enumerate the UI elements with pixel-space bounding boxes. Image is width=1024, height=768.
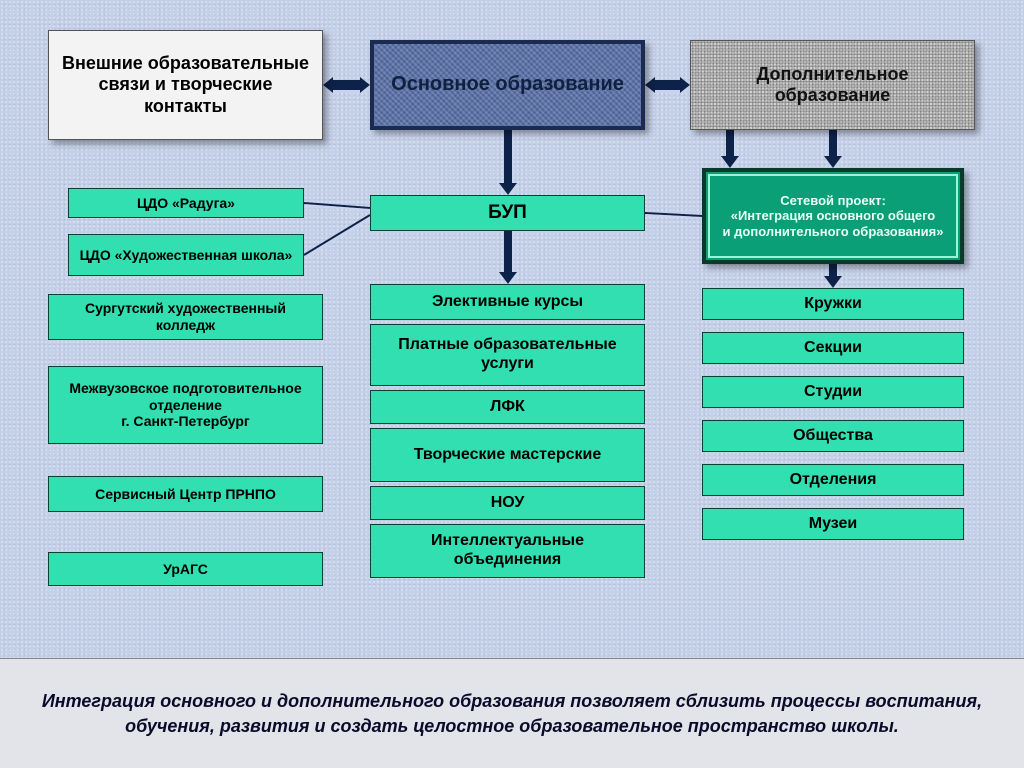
left-item-label-3: Межвузовское подготовительное отделение … [55,380,316,430]
left-item-label-0: ЦДО «Радуга» [137,195,235,212]
project-box: Сетевой проект: «Интеграция основного об… [702,168,964,264]
project-line3: и дополнительного образования» [723,224,944,239]
right-item-label-0: Кружки [804,295,862,314]
center-item-label-3: Творческие мастерские [414,446,602,465]
center-item-label-0: Элективные курсы [432,293,583,312]
left-item-2: Сургутский художественный колледж [48,294,323,340]
left-item-label-1: ЦДО «Художественная школа» [80,247,293,264]
bup-label: БУП [488,202,527,224]
top-box-external: Внешние образовательные связи и творческ… [48,30,323,140]
right-item-4: Отделения [702,464,964,496]
left-item-0: ЦДО «Радуга» [68,188,304,218]
footer-summary: Интеграция основного и дополнительного о… [0,658,1024,768]
right-item-label-2: Студии [804,383,862,402]
left-item-3: Межвузовское подготовительное отделение … [48,366,323,444]
center-item-label-1: Платные образовательные услуги [377,336,638,374]
project-line2: «Интеграция основного общего [723,208,944,223]
top-box-external-label: Внешние образовательные связи и творческ… [57,53,314,117]
top-box-main: Основное образование [370,40,645,130]
right-item-label-4: Отделения [790,471,877,490]
left-item-label-5: УрАГС [163,561,208,578]
right-item-3: Общества [702,420,964,452]
right-item-label-5: Музеи [809,515,858,534]
center-item-5: Интеллектуальные объединения [370,524,645,578]
left-item-4: Сервисный Центр ПРНПО [48,476,323,512]
left-item-label-2: Сургутский художественный колледж [55,300,316,333]
center-item-label-2: ЛФК [490,398,525,417]
center-item-4: НОУ [370,486,645,520]
center-item-0: Элективные курсы [370,284,645,320]
top-box-main-label: Основное образование [391,73,624,97]
project-line1: Сетевой проект: [723,193,944,208]
center-item-label-5: Интеллектуальные объединения [377,532,638,570]
bup-box: БУП [370,195,645,231]
left-item-1: ЦДО «Художественная школа» [68,234,304,276]
right-item-0: Кружки [702,288,964,320]
right-item-label-3: Общества [793,427,873,446]
right-item-label-1: Секции [804,339,862,358]
top-box-additional: Дополнительное образование [690,40,975,130]
right-item-1: Секции [702,332,964,364]
footer-text: Интеграция основного и дополнительного о… [30,689,994,738]
right-item-5: Музеи [702,508,964,540]
top-box-additional-label: Дополнительное образование [699,64,966,106]
center-item-label-4: НОУ [491,494,525,513]
left-item-5: УрАГС [48,552,323,586]
left-item-label-4: Сервисный Центр ПРНПО [95,486,276,503]
right-item-2: Студии [702,376,964,408]
center-item-3: Творческие мастерские [370,428,645,482]
center-item-2: ЛФК [370,390,645,424]
center-item-1: Платные образовательные услуги [370,324,645,386]
